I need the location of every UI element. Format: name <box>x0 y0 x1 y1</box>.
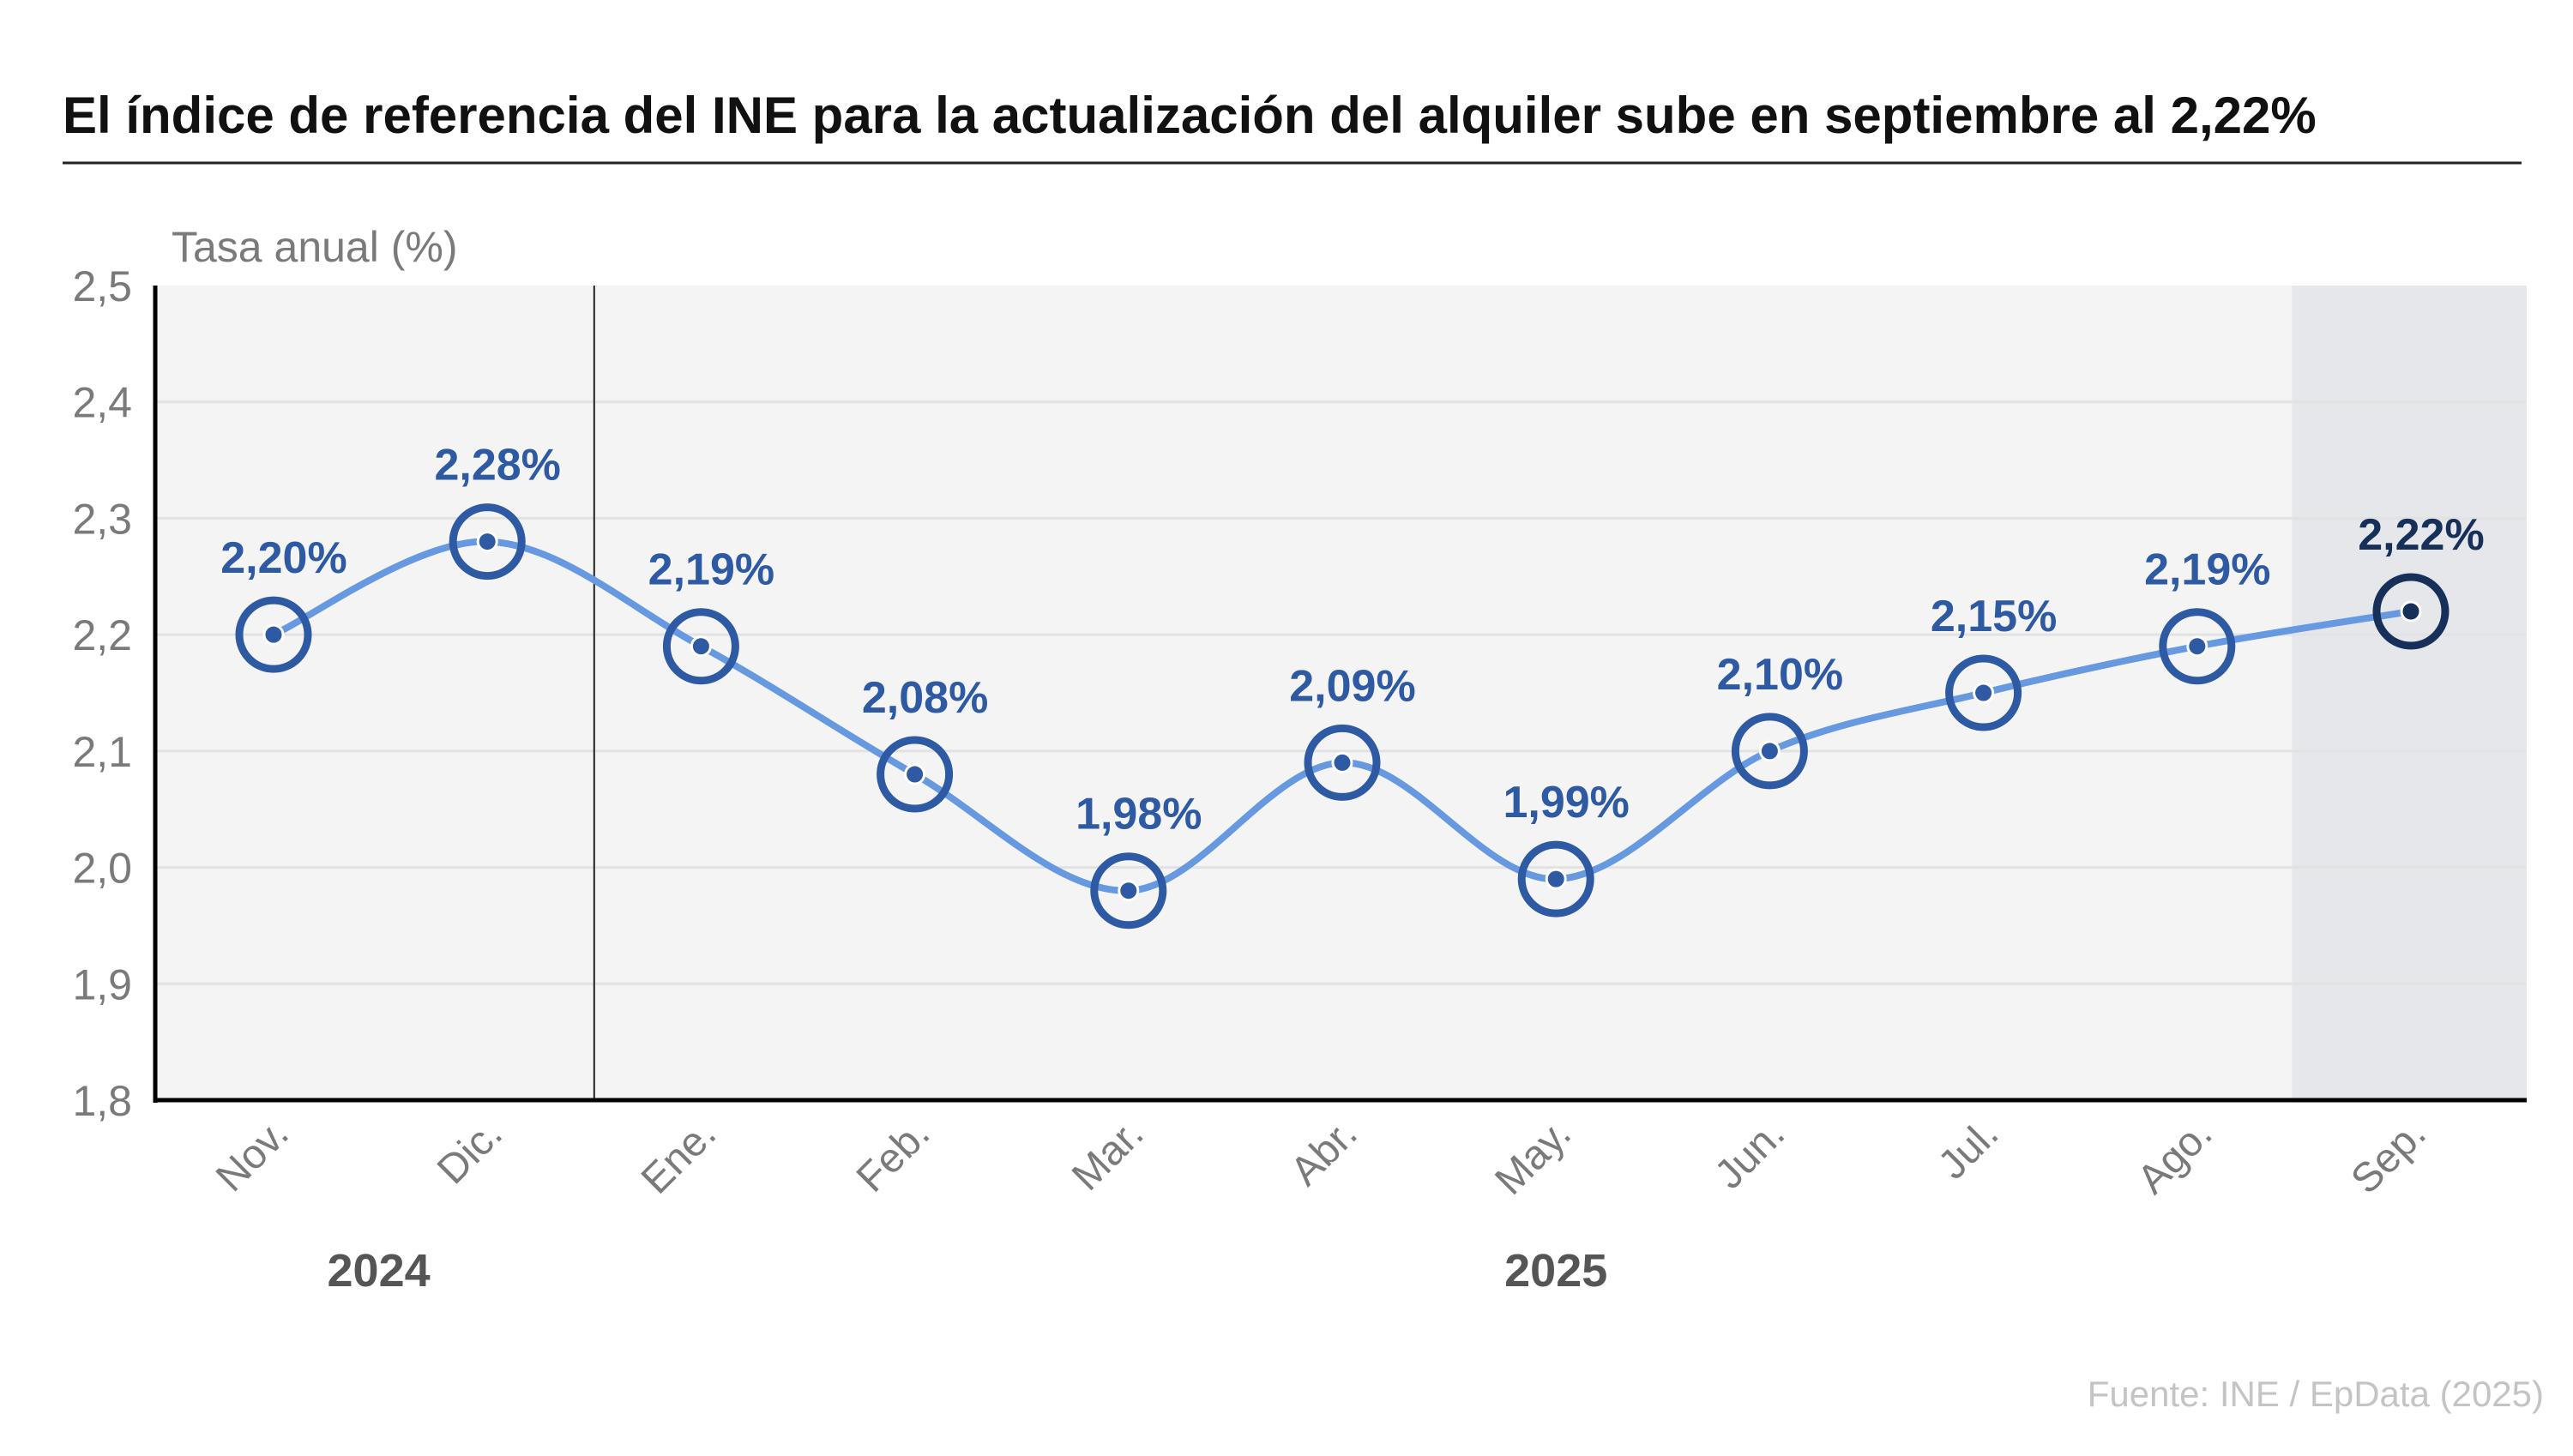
y-tick-label: 1,8 <box>72 1077 132 1125</box>
data-point <box>1118 880 1140 902</box>
data-label: 2,15% <box>1931 592 2057 641</box>
data-label: 2,09% <box>1289 661 1415 711</box>
data-point-ring <box>1731 713 1808 790</box>
data-label: 2,19% <box>2144 545 2270 595</box>
data-point <box>1331 751 1353 773</box>
y-tick-label: 2,1 <box>72 728 132 776</box>
year-label: 2024 <box>328 1245 431 1297</box>
x-tick-label: Nov. <box>208 1110 298 1200</box>
data-point-ring <box>877 736 954 813</box>
y-tick-label: 2,0 <box>72 845 132 893</box>
x-tick-label: Dic. <box>429 1110 511 1193</box>
data-label: 2,19% <box>648 545 774 595</box>
data-point <box>2400 600 2422 623</box>
data-point-ring <box>1304 724 1381 801</box>
data-point-ring <box>1945 654 2022 731</box>
data-point-ring <box>1517 840 1594 918</box>
data-point <box>904 763 926 785</box>
data-point <box>1545 868 1567 890</box>
x-tick-label: Mar. <box>1064 1110 1152 1199</box>
data-label: 1,99% <box>1503 778 1629 827</box>
y-tick-label: 1,9 <box>72 960 132 1008</box>
data-label: 2,08% <box>862 673 988 723</box>
data-point <box>262 623 285 646</box>
data-point <box>690 635 712 658</box>
x-tick-label: Sep. <box>2342 1110 2434 1202</box>
data-label: 2,20% <box>220 533 346 583</box>
x-tick-label: Abr. <box>1282 1110 1366 1194</box>
y-tick-label: 2,3 <box>72 495 132 543</box>
x-tick-label: Jul. <box>1930 1110 2007 1188</box>
data-point-ring <box>2159 608 2236 685</box>
y-tick-label: 2,5 <box>72 262 132 310</box>
x-tick-label: Feb. <box>848 1110 938 1200</box>
y-tick-label: 2,4 <box>72 379 132 427</box>
data-point-ring <box>2372 573 2449 650</box>
y-tick-label: 2,2 <box>72 611 132 659</box>
x-tick-label: Ago. <box>2129 1110 2220 1202</box>
y-axis-label: Tasa anual (%) <box>172 223 458 271</box>
data-label: 2,10% <box>1717 650 1843 700</box>
chart-title: El índice de referencia del INE para la … <box>63 87 2317 144</box>
data-point-ring <box>1090 852 1167 930</box>
plot-background <box>155 286 2527 1100</box>
data-point <box>476 531 498 553</box>
x-tick-label: May. <box>1486 1110 1580 1204</box>
source-note: Fuente: INE / EpData (2025) <box>2088 1374 2544 1414</box>
data-label: 2,28% <box>434 441 560 490</box>
x-tick-label: Jun. <box>1707 1110 1794 1198</box>
data-point <box>1758 740 1781 762</box>
data-point <box>2186 635 2208 658</box>
data-point-ring <box>662 608 739 685</box>
year-label: 2025 <box>1504 1245 1607 1297</box>
data-point-ring <box>449 503 526 581</box>
data-label: 2,22% <box>2358 510 2484 560</box>
highlight-band <box>2292 286 2527 1100</box>
data-point <box>1973 682 1995 704</box>
data-label: 1,98% <box>1076 790 1202 839</box>
x-tick-label: Ene. <box>633 1110 725 1202</box>
data-point-ring <box>235 596 312 673</box>
